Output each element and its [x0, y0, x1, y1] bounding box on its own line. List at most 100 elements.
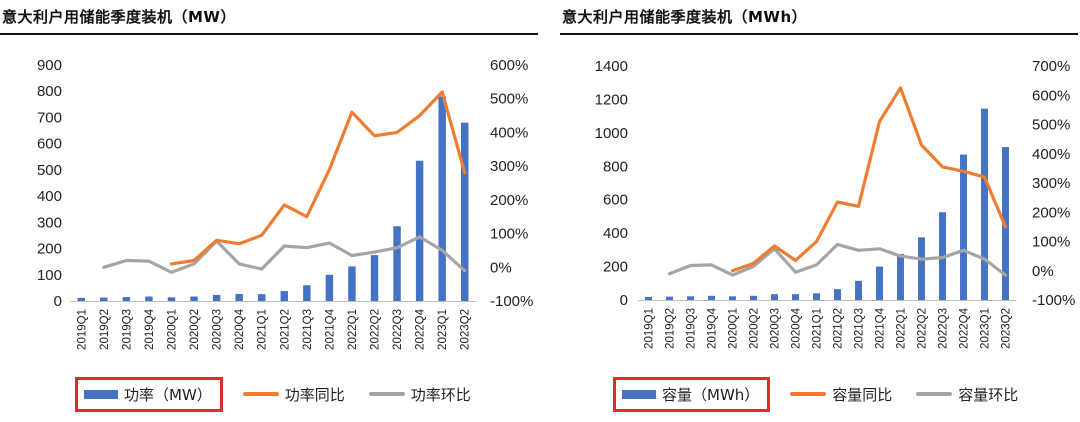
legend-label: 容量（MWh）	[662, 385, 760, 404]
bar-2021Q1	[258, 294, 266, 301]
bar-2020Q4	[792, 294, 799, 300]
x-tick-label: 2021Q2	[279, 309, 291, 350]
bar-2021Q2	[834, 289, 841, 300]
legend-label: 容量同比	[832, 385, 893, 404]
bar-2019Q4	[708, 295, 715, 300]
bar-2020Q1	[729, 296, 736, 300]
chart-legend: 容量（MWh） 容量同比 容量环比	[613, 376, 1042, 412]
legend-label: 容量环比	[958, 385, 1019, 404]
bar-2019Q2	[100, 297, 108, 301]
bar-2020Q2	[190, 296, 198, 301]
legend-item: 功率（MW）	[75, 376, 223, 412]
x-tick-label: 2021Q3	[854, 308, 866, 349]
bar-2021Q1	[813, 293, 820, 300]
x-tick-label: 2020Q3	[770, 308, 782, 349]
y-left-tick-label: 900	[37, 57, 62, 74]
x-tick-label: 2022Q1	[347, 309, 359, 350]
legend-item: 功率同比	[242, 384, 345, 405]
bar-2020Q1	[167, 297, 176, 301]
x-tick-label: 2022Q2	[917, 308, 929, 349]
legend-swatch	[790, 392, 827, 396]
y-left-tick-label: 700	[37, 109, 62, 126]
y-right-tick-label: -100%	[490, 293, 533, 310]
bar-2019Q1	[645, 296, 652, 300]
bar-2023Q1	[438, 96, 446, 301]
bar-2019Q1	[77, 297, 85, 301]
x-tick-label: 2019Q4	[707, 307, 719, 349]
x-tick-label: 2023Q2	[1001, 308, 1013, 349]
x-tick-label: 2020Q4	[791, 307, 803, 349]
y-left-tick-label: 600	[37, 136, 62, 153]
x-tick-label: 2022Q1	[896, 308, 908, 349]
bar-2020Q3	[212, 294, 221, 301]
x-tick-label: 2022Q3	[392, 309, 404, 350]
y-left-tick-label: 600	[603, 192, 628, 209]
y-left-tick-label: 300	[37, 214, 62, 231]
bar-2022Q3	[393, 226, 401, 301]
x-tick-label: 2019Q2	[99, 309, 111, 350]
bar-2022Q1	[348, 266, 356, 301]
legend-label: 功率同比	[284, 385, 345, 404]
y-right-tick-label: 200%	[490, 192, 528, 209]
legend-swatch	[368, 392, 405, 396]
x-tick-label: 2020Q2	[189, 309, 201, 350]
y-left-tick-label: 500	[37, 162, 62, 179]
title-underline	[0, 33, 538, 35]
y-left-tick-label: 200	[603, 259, 628, 276]
y-right-tick-label: 600%	[490, 57, 528, 74]
y-right-tick-label: 600%	[1032, 87, 1070, 104]
x-tick-label: 2020Q1	[728, 308, 740, 349]
bar-2023Q1	[981, 108, 988, 300]
bar-2020Q3	[771, 294, 778, 300]
x-tick-label: 2020Q3	[212, 309, 224, 350]
bar-2021Q4	[325, 274, 334, 301]
legend-label: 功率环比	[410, 385, 471, 404]
series-line-qoq	[667, 242, 1008, 277]
x-tick-label: 2019Q3	[686, 308, 698, 349]
bar-2022Q1	[897, 254, 904, 300]
x-tick-label: 2022Q4	[959, 307, 971, 349]
y-left-tick-label: 800	[603, 158, 628, 175]
bar-2022Q2	[918, 237, 925, 300]
y-right-tick-label: 500%	[1032, 117, 1070, 134]
y-right-tick-label: 100%	[490, 226, 528, 243]
x-tick-label: 2019Q3	[121, 309, 133, 350]
x-tick-label: 2022Q2	[370, 309, 382, 350]
y-right-tick-label: -100%	[1032, 292, 1075, 309]
y-right-tick-label: 300%	[1032, 175, 1070, 192]
chart-legend: 功率（MW） 功率同比 功率环比	[75, 376, 495, 412]
y-left-tick-label: 0	[54, 293, 62, 310]
x-tick-label: 2021Q1	[812, 308, 824, 349]
legend-label: 功率（MW）	[124, 385, 212, 404]
y-left-tick-label: 400	[603, 225, 628, 242]
bar-2019Q3	[687, 296, 694, 300]
chart-panel-power: 意大利户用储能季度装机（MW） 900 800 700 600 500 400 300 200…	[0, 8, 538, 412]
bar-2021Q2	[280, 291, 288, 301]
y-right-tick-label: 0%	[490, 259, 512, 276]
bar-2019Q2	[666, 296, 673, 300]
chart-panel-capacity: 意大利户用储能季度装机（MWh） 1400 1200 1000 800 600 400 20…	[560, 0, 1080, 422]
x-tick-label: 2023Q2	[460, 309, 472, 350]
chart-capacity: 1400 1200 1000 800 600 400 200 0 700% 600% 500% 400…	[595, 58, 1076, 349]
legend-item: 容量同比	[790, 384, 892, 405]
y-left-tick-label: 1400	[595, 58, 628, 75]
bar-2022Q4	[960, 154, 967, 300]
y-left-tick-label: 0	[620, 292, 628, 309]
y-right-tick-label: 500%	[490, 91, 528, 108]
series-line-yoy	[730, 86, 1008, 273]
x-tick-label: 2019Q4	[144, 308, 156, 350]
y-right-tick-label: 400%	[490, 124, 528, 141]
bar-2021Q3	[303, 285, 311, 301]
y-left-tick-label: 1000	[595, 125, 628, 142]
x-tick-label: 2021Q3	[302, 309, 314, 350]
y-right-tick-label: 700%	[1032, 58, 1070, 75]
y-right-tick-label: 100%	[1032, 234, 1070, 251]
x-tick-label: 2019Q2	[665, 308, 677, 349]
chart-power: 900 800 700 600 500 400 300 200 100 0 600% 500% 400%…	[37, 57, 533, 350]
x-tick-label: 2020Q4	[234, 308, 246, 350]
bar-2022Q4	[415, 160, 424, 301]
y-left-tick-label: 400	[37, 188, 62, 205]
y-left-tick-label: 800	[37, 83, 62, 100]
bar-2020Q4	[235, 293, 243, 301]
x-tick-label: 2023Q1	[437, 309, 449, 350]
